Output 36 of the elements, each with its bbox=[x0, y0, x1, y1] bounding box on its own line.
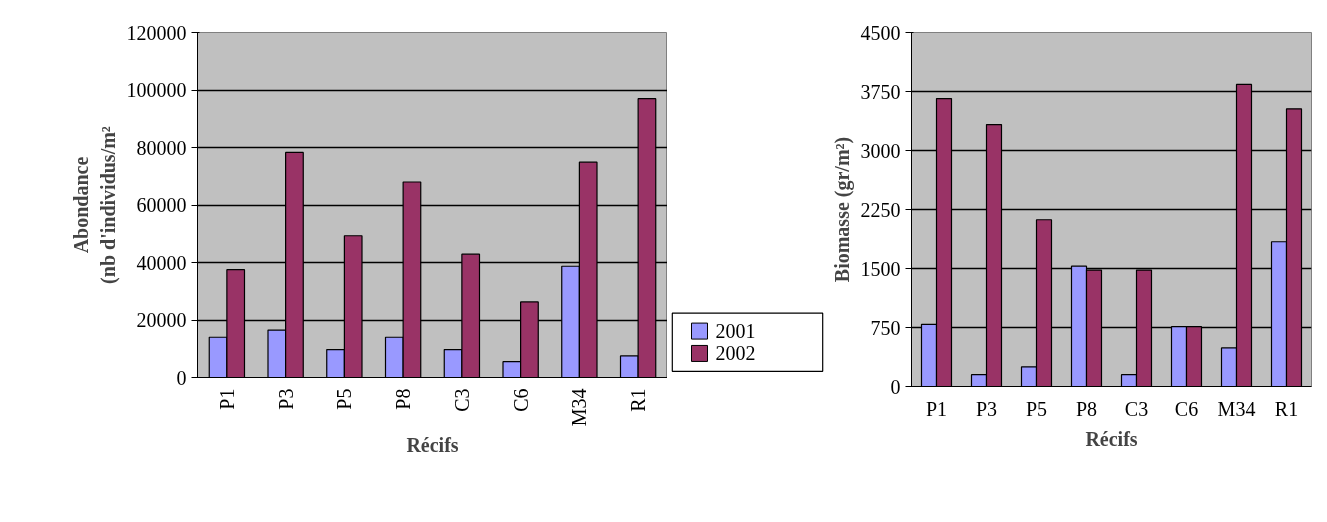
y-tick-label: 0 bbox=[176, 366, 187, 389]
y-tick-label: 120000 bbox=[126, 21, 187, 44]
x-tick-label: R1 bbox=[1274, 397, 1299, 420]
y-axis-title: Biomasse (gr/m²) bbox=[830, 136, 854, 283]
x-tick-label: P1 bbox=[925, 397, 948, 420]
y-tick-label: 20000 bbox=[136, 309, 187, 331]
x-tick-label: P3 bbox=[274, 388, 297, 410]
x-tick-label: C6 bbox=[509, 388, 532, 412]
x-tick-label: P3 bbox=[975, 397, 998, 420]
y-tick-label: 3750 bbox=[860, 80, 901, 103]
x-tick-label: M34 bbox=[568, 388, 591, 427]
x-tick-label: P5 bbox=[333, 388, 356, 410]
x-tick-label: P5 bbox=[1025, 397, 1048, 420]
y-tick-label: 4500 bbox=[860, 21, 901, 44]
legend-label: 2002 bbox=[715, 342, 756, 365]
y-tick-label: 0 bbox=[890, 375, 901, 398]
y-tick-label: 3000 bbox=[860, 139, 901, 162]
y-tick-label: 40000 bbox=[136, 251, 187, 274]
x-tick-label: C3 bbox=[1124, 397, 1149, 420]
x-tick-label: M34 bbox=[1217, 397, 1256, 420]
legend-label: 2001 bbox=[715, 320, 756, 343]
y-axis-title: Abondance (nb d'individus/m² bbox=[70, 126, 120, 284]
x-tick-label: P1 bbox=[215, 388, 238, 410]
x-axis-title: Récifs bbox=[406, 434, 459, 457]
y-tick-label: 1500 bbox=[860, 257, 901, 280]
y-tick-label: 80000 bbox=[136, 136, 187, 159]
y-tick-label: 2250 bbox=[860, 198, 901, 221]
x-tick-label: P8 bbox=[1075, 397, 1098, 420]
x-axis-title: Récifs bbox=[1085, 427, 1138, 450]
x-tick-label: R1 bbox=[627, 388, 650, 412]
y-tick-label: 750 bbox=[870, 316, 901, 339]
y-tick-label: 100000 bbox=[126, 79, 187, 101]
x-tick-label: P8 bbox=[392, 388, 415, 410]
x-tick-label: C3 bbox=[450, 388, 473, 412]
y-tick-label: 60000 bbox=[136, 194, 187, 216]
x-tick-label: C6 bbox=[1174, 397, 1199, 420]
